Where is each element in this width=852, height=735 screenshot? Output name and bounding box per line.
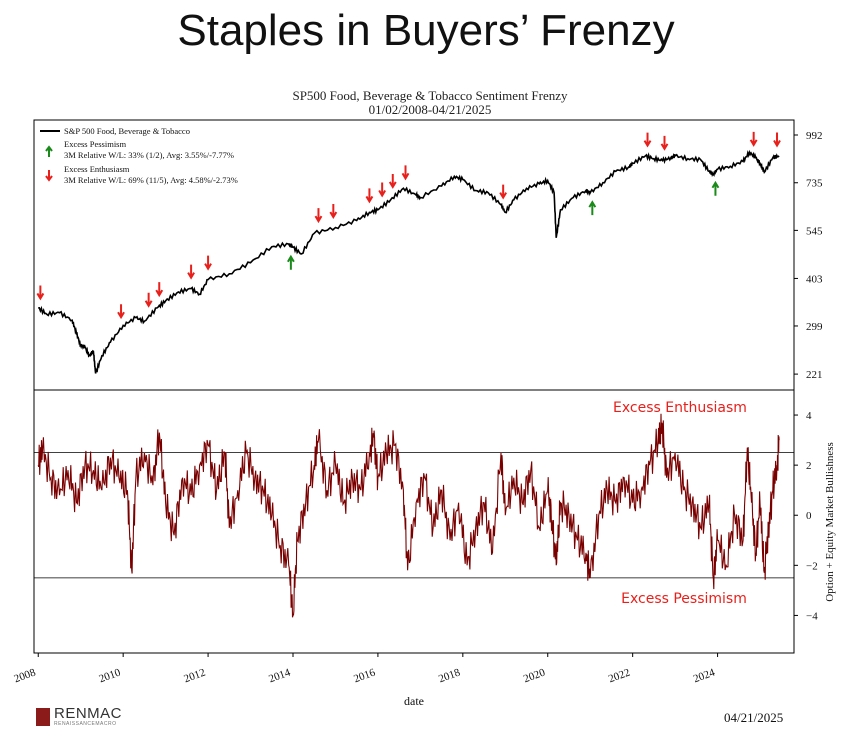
x-tick-label: 2008 <box>12 666 37 685</box>
enthusiasm-arrow-icon <box>187 264 195 280</box>
renmac-logo-mark-icon <box>36 708 50 726</box>
x-tick-label: 2010 <box>97 666 122 685</box>
enthusiasm-arrow-icon <box>749 131 758 147</box>
sentiment-y-tick-label: 0 <box>806 510 812 522</box>
enthusiasm-arrow-icon <box>155 282 164 298</box>
enthusiasm-arrow-icon <box>144 292 153 308</box>
legend-enthusiasm-label: Excess Enthusiasm <box>64 164 130 174</box>
x-tick-label: 2020 <box>522 666 547 685</box>
x-tick-label: 2014 <box>267 666 292 685</box>
x-tick-label: 2012 <box>182 667 207 686</box>
footer-date: 04/21/2025 <box>724 710 784 725</box>
price-y-tick-label: 992 <box>806 130 823 142</box>
excess-pessimism-annotation: Excess Pessimism <box>621 591 747 607</box>
price-panel-frame <box>33 119 795 391</box>
enthusiasm-arrow-icon <box>388 173 397 189</box>
price-y-tick-label: 299 <box>806 321 823 333</box>
logo-text: RENMAC <box>54 705 123 722</box>
legend-enthusiasm-arrow-icon <box>45 170 53 182</box>
chart-date-range: 01/02/2008-04/21/2025 <box>369 102 492 117</box>
enthusiasm-arrow-icon <box>499 184 508 200</box>
excess-enthusiasm-annotation: Excess Enthusiasm <box>613 400 747 416</box>
legend-pessimism-label: Excess Pessimism <box>64 139 126 149</box>
sentiment-y-tick-label: −2 <box>806 560 818 572</box>
enthusiasm-arrow-icon <box>314 208 323 224</box>
sentiment-series-line <box>37 413 780 618</box>
sentiment-y-axis-label: Option + Equity Market Bullishness <box>824 442 836 602</box>
x-tick-label: 2022 <box>607 667 632 686</box>
enthusiasm-arrow-icon <box>660 135 669 151</box>
legend-enthusiasm-detail: 3M Relative W/L: 69% (11/5), Avg: 4.58%/… <box>64 175 238 185</box>
enthusiasm-arrow-icon <box>117 304 125 320</box>
slide-title: Staples in Buyers’ Frenzy <box>177 6 675 55</box>
legend-price-label: S&P 500 Food, Beverage & Tobacco <box>64 126 190 136</box>
renmac-logo: RENMAC RENAISSANCEMACRO <box>36 705 123 727</box>
enthusiasm-arrow-icon <box>378 182 387 198</box>
pessimism-arrow-icon <box>711 180 720 196</box>
price-series-line <box>38 149 780 374</box>
legend: S&P 500 Food, Beverage & Tobacco Excess … <box>40 126 238 185</box>
price-y-tick-label: 221 <box>806 369 823 381</box>
enthusiasm-arrow-icon <box>773 132 781 148</box>
x-tick-label: 2024 <box>692 666 717 685</box>
sentiment-thresholds <box>34 452 794 579</box>
legend-pessimism-detail: 3M Relative W/L: 33% (1/2), Avg: 3.55%/-… <box>64 150 234 160</box>
x-axis: 2008 2010 2012 2014 2016 2018 2020 2022 2024 <box>12 653 719 686</box>
enthusiasm-arrow-icon <box>643 132 652 148</box>
logo-subtext: RENAISSANCEMACRO <box>54 721 117 727</box>
enthusiasm-arrow-icon <box>329 204 338 220</box>
enthusiasm-arrow-icon <box>365 188 374 204</box>
pessimism-arrow-icon <box>287 254 295 270</box>
enthusiasm-arrow-icon <box>36 285 45 301</box>
price-y-tick-label: 735 <box>806 178 823 190</box>
price-y-tick-label: 545 <box>806 225 823 237</box>
x-axis-label: date <box>404 694 424 708</box>
sentiment-y-tick-label: 4 <box>806 410 812 422</box>
price-y-tick-label: 403 <box>806 273 823 285</box>
sentiment-y-axis: −4 −2 0 2 4 <box>794 410 818 622</box>
enthusiasm-arrow-icon <box>204 255 212 271</box>
x-tick-label: 2016 <box>352 666 377 685</box>
pessimism-arrow-icon <box>588 200 597 216</box>
signal-arrows <box>36 131 781 320</box>
legend-pessimism-arrow-icon <box>45 145 53 157</box>
sentiment-y-tick-label: −4 <box>806 610 818 622</box>
enthusiasm-arrow-icon <box>401 165 410 181</box>
sentiment-panel-frame <box>33 389 795 654</box>
x-tick-label: 2018 <box>437 666 462 685</box>
chart-title: SP500 Food, Beverage & Tobacco Sentiment… <box>292 88 568 103</box>
price-y-axis: 221 299 403 545 735 992 <box>794 130 823 381</box>
sentiment-y-tick-label: 2 <box>806 460 812 472</box>
